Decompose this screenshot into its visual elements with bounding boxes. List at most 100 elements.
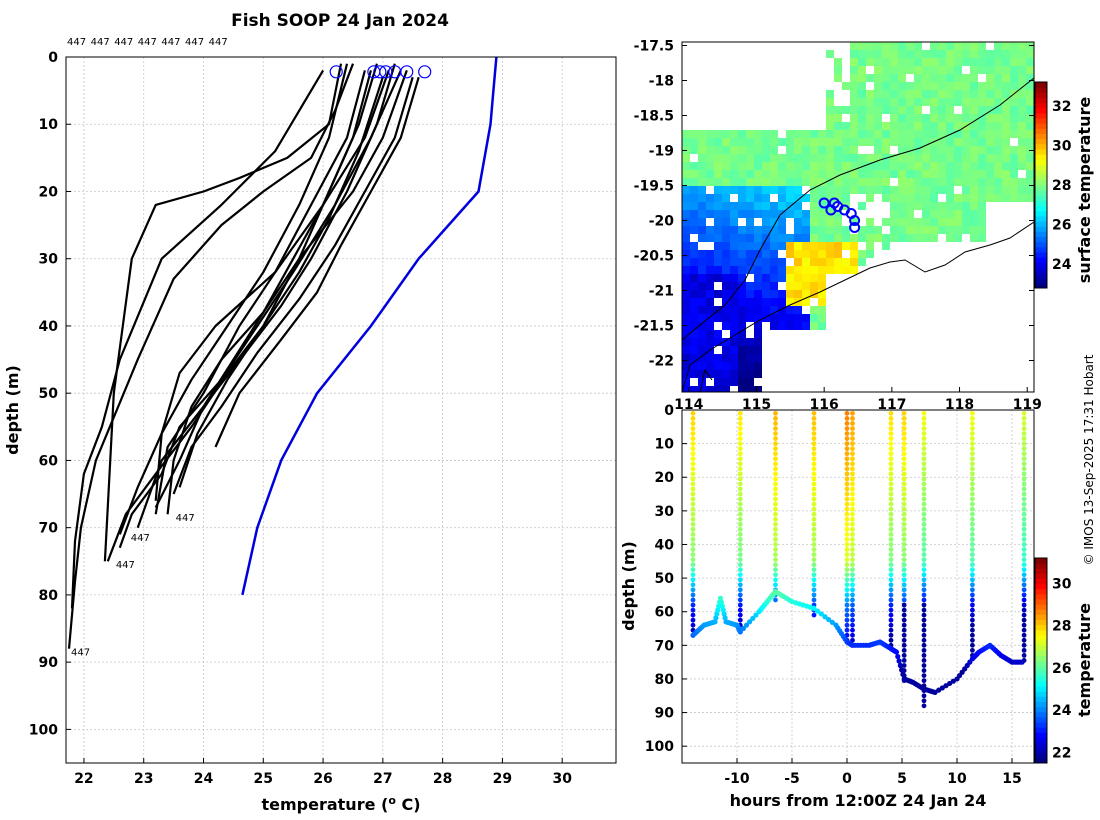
sst-cell	[890, 186, 898, 194]
bottom-trace-point	[721, 611, 727, 617]
cast-point	[888, 637, 894, 643]
sst-cell	[890, 162, 898, 170]
cast-point	[901, 511, 907, 517]
sst-cell	[794, 186, 802, 194]
sst-cell	[874, 178, 882, 186]
section-colorbar-segment	[1035, 665, 1047, 672]
sst-cell	[946, 146, 954, 154]
cast-point	[970, 476, 975, 482]
sst-cell	[898, 202, 906, 210]
cast-point	[970, 481, 975, 487]
cast-point	[737, 542, 743, 547]
sst-cell	[946, 58, 954, 66]
sst-cell	[794, 234, 802, 242]
cast-point	[850, 416, 855, 421]
cast-point	[888, 511, 894, 517]
cast-point	[921, 461, 927, 467]
sst-cell	[866, 90, 874, 98]
cast-point	[690, 416, 696, 421]
sst-cell	[954, 210, 962, 218]
sst-cell	[930, 66, 938, 74]
sst-cell	[810, 146, 818, 154]
sst-cell	[1002, 50, 1010, 58]
section-colorbar-segment	[1035, 655, 1047, 661]
cast-point	[850, 547, 855, 552]
cast-point	[888, 627, 894, 633]
cast-point	[844, 491, 850, 497]
sst-cell	[866, 186, 874, 194]
sst-cell	[922, 74, 930, 82]
sst-cell	[746, 162, 754, 170]
sst-cell	[826, 114, 834, 122]
cast-point	[811, 526, 817, 532]
sst-cell	[802, 282, 810, 290]
sst-cell	[1018, 58, 1026, 66]
cast-point	[737, 537, 743, 542]
cast-point	[737, 431, 743, 436]
sst-cell	[690, 178, 698, 186]
sst-cell	[810, 226, 818, 234]
cast-point	[970, 436, 975, 441]
sst-cell	[730, 362, 738, 370]
sst-cell	[914, 90, 922, 98]
sst-cell	[698, 146, 706, 154]
profile-top-label: 447	[138, 37, 157, 48]
sst-cell	[970, 42, 978, 50]
sst-cell	[1018, 130, 1026, 138]
cast-point	[1021, 421, 1027, 426]
sst-cell	[858, 66, 866, 74]
sst-cell	[722, 338, 730, 346]
sst-cell	[778, 314, 786, 322]
cast-point	[811, 506, 817, 512]
sst-cell	[890, 122, 898, 130]
cast-point	[844, 461, 850, 467]
sst-cell	[938, 162, 946, 170]
sst-cell	[698, 282, 706, 290]
map-colorbar-segment	[1035, 277, 1047, 284]
sst-cell	[930, 42, 938, 50]
sst-cell	[954, 138, 962, 146]
sst-cell	[1002, 98, 1010, 106]
cast-point	[921, 572, 927, 578]
cast-point	[811, 552, 817, 557]
sst-cell	[1018, 98, 1026, 106]
sst-cell	[922, 194, 930, 202]
figure-title: Fish SOOP 24 Jan 2024	[231, 11, 449, 31]
bottom-trace-point	[714, 611, 720, 617]
sst-cell	[946, 42, 954, 50]
profile-line-1	[103, 63, 343, 562]
cast-point	[901, 426, 907, 431]
sst-cell	[690, 202, 698, 210]
cast-point	[921, 673, 927, 678]
cast-point	[773, 441, 778, 447]
sst-cell	[906, 146, 914, 154]
sst-cell	[946, 106, 954, 114]
bottom-trace-point	[722, 615, 728, 621]
sst-cell	[914, 66, 922, 74]
cast-point	[737, 562, 743, 568]
sst-cell	[1018, 162, 1026, 170]
cast-point	[901, 491, 907, 497]
sst-cell	[738, 194, 746, 202]
sst-cell	[1002, 42, 1010, 50]
sst-cell	[890, 74, 898, 82]
cast-point	[1021, 526, 1027, 532]
cast-point	[850, 471, 855, 477]
map-colorbar-segment	[1035, 210, 1047, 217]
sst-cell	[938, 186, 946, 194]
sst-cell	[1018, 90, 1026, 98]
sst-cell	[938, 178, 946, 186]
sst-cell	[922, 162, 930, 170]
sst-cell	[842, 138, 850, 146]
cast-point	[850, 622, 855, 628]
cast-point	[737, 416, 743, 421]
sst-cell	[1002, 122, 1010, 130]
bottom-trace-point	[740, 625, 747, 632]
cast-point	[737, 612, 743, 618]
sst-cell	[898, 138, 906, 146]
sst-cell	[754, 202, 762, 210]
section-axes-frame	[681, 409, 1035, 764]
sst-cell	[1026, 170, 1034, 178]
sst-cell	[1010, 194, 1018, 202]
